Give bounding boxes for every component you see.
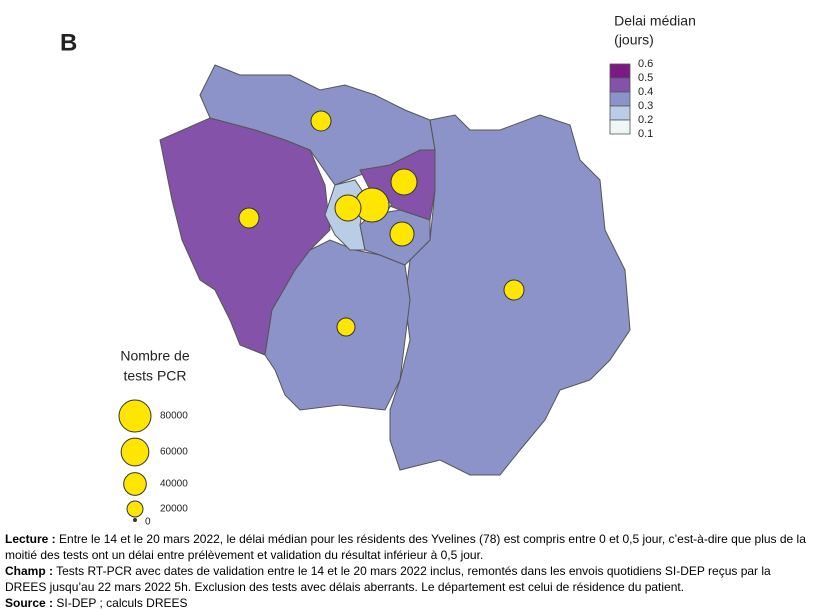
note: Champ : Tests RT-PCR avec dates de valid… xyxy=(5,563,813,595)
bubble xyxy=(238,207,260,229)
note-label: Lecture : xyxy=(5,532,56,546)
size-legend-circle xyxy=(120,437,150,467)
color-legend-label: 0.3 xyxy=(638,100,653,112)
color-legend-label: 0.4 xyxy=(638,86,653,98)
note-label: Champ : xyxy=(5,564,53,578)
color-legend-label: 0.5 xyxy=(638,72,653,84)
size-legend-label: 80000 xyxy=(160,411,188,422)
bubble xyxy=(389,221,415,247)
size-legend-label: 0 xyxy=(145,517,151,528)
notes: Lecture : Entre le 14 et le 20 mars 2022… xyxy=(5,531,813,611)
departments xyxy=(159,64,631,476)
size-legend-circle xyxy=(123,472,147,496)
color-legend-label: 0.6 xyxy=(638,58,653,70)
note: Source : SI-DEP ; calculs DREES xyxy=(5,595,813,611)
color-legend-swatch xyxy=(609,119,631,135)
size-legend-title: tests PCR xyxy=(123,368,186,384)
color-legend-title: (jours) xyxy=(614,32,654,48)
map: B Delai médian (jours) Nombre de tests P… xyxy=(60,13,696,528)
color-legend-swatch xyxy=(609,63,631,79)
bubble xyxy=(503,279,525,301)
note-text: SI-DEP ; calculs DREES xyxy=(56,596,188,610)
size-legend-circle xyxy=(118,399,152,433)
note-label: Source : xyxy=(5,596,54,610)
size-legend-title: Nombre de xyxy=(120,348,189,364)
size-legend-label: 20000 xyxy=(160,504,188,515)
note-text: Entre le 14 et le 20 mars 2022, le délai… xyxy=(5,532,806,562)
note-text: Tests RT-PCR avec dates de validation en… xyxy=(5,564,771,594)
color-legend-swatch xyxy=(609,77,631,93)
color-legend-swatch xyxy=(609,91,631,107)
color-legend-title: Delai médian xyxy=(614,13,696,29)
color-legend-label: 0.1 xyxy=(638,128,653,140)
color-legend-swatch xyxy=(609,105,631,121)
bubbles xyxy=(238,110,525,337)
bubble xyxy=(390,168,418,196)
color-legend-label: 0.2 xyxy=(638,114,653,126)
size-legend-label: 40000 xyxy=(160,479,188,490)
panel-label: B xyxy=(60,29,77,56)
size-legend-circle xyxy=(126,500,144,518)
size-legend-label: 60000 xyxy=(160,447,188,458)
bubble xyxy=(336,317,356,337)
note: Lecture : Entre le 14 et le 20 mars 2022… xyxy=(5,531,813,563)
size-legend-circle xyxy=(133,518,137,522)
bubble xyxy=(334,194,362,222)
bubble xyxy=(310,110,332,132)
